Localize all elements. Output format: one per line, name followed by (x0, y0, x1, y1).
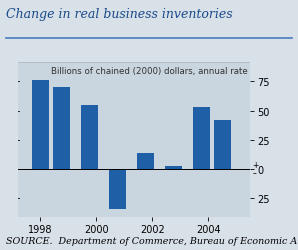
Bar (32, 81, 49, 169)
Text: +: + (253, 160, 259, 170)
Bar (165, 166, 182, 169)
Bar (137, 154, 154, 169)
Bar (214, 120, 231, 169)
Bar (109, 169, 126, 209)
Text: SOURCE.  Department of Commerce, Bureau of Economic Analysis.: SOURCE. Department of Commerce, Bureau o… (6, 236, 298, 245)
Bar (193, 108, 210, 169)
Text: –: – (253, 168, 257, 177)
Text: Change in real business inventories: Change in real business inventories (6, 8, 232, 20)
Bar (53, 88, 70, 169)
Text: Billions of chained (2000) dollars, annual rate: Billions of chained (2000) dollars, annu… (51, 67, 248, 76)
Bar (81, 105, 98, 169)
